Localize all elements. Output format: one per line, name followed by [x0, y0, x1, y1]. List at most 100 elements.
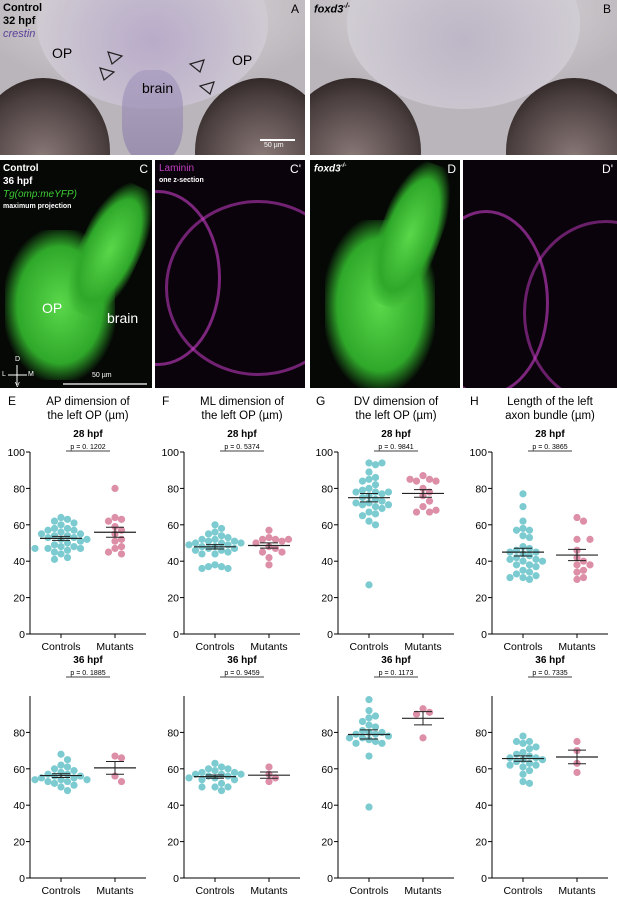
mutant-point — [111, 544, 119, 553]
x-tick-label: Controls — [41, 641, 80, 653]
mutant-point — [265, 533, 273, 542]
control-point — [525, 575, 534, 583]
y-tick-label: 80 — [13, 727, 25, 739]
x-tick-label: Mutants — [250, 885, 287, 897]
mutant-point — [573, 568, 581, 576]
control-point — [211, 759, 219, 767]
mutant-point — [579, 573, 588, 582]
control-point — [519, 732, 527, 740]
control-point — [519, 532, 527, 540]
mutant-point — [278, 548, 286, 556]
control-point — [230, 768, 239, 777]
control-point — [57, 543, 65, 551]
y-tick-label: 80 — [475, 483, 487, 495]
control-point — [371, 481, 380, 489]
y-tick-label: 40 — [475, 556, 487, 568]
y-tick-label: 60 — [475, 520, 487, 532]
control-point — [365, 714, 373, 722]
control-point — [50, 548, 59, 556]
y-tick-label: 20 — [13, 593, 25, 605]
y-tick-label: 80 — [13, 483, 25, 495]
p-value: p = 0. 5374 — [224, 444, 259, 451]
control-point — [76, 537, 85, 545]
mutant-point — [117, 754, 126, 762]
panel-c-prime-laminin: Laminin one z-section C' — [155, 160, 305, 388]
control-point — [198, 768, 206, 777]
panel-a-letter: A — [290, 2, 299, 16]
control-point — [365, 721, 373, 729]
panel-letter: E — [8, 394, 16, 408]
mutant-point — [412, 508, 421, 516]
y-tick-label: 0 — [327, 629, 333, 641]
y-tick-label: 60 — [321, 520, 333, 532]
control-point — [371, 521, 380, 529]
mutant-point — [579, 566, 588, 574]
control-point — [519, 566, 527, 574]
control-point — [44, 777, 52, 786]
control-point — [198, 776, 206, 784]
y-tick-label: 60 — [13, 520, 25, 532]
control-point — [230, 776, 239, 784]
control-point — [198, 564, 206, 573]
control-point — [512, 561, 521, 569]
chart-title-line1: AP dimension of — [46, 396, 130, 408]
control-point — [519, 748, 527, 757]
control-point — [70, 526, 78, 534]
control-point — [57, 768, 65, 777]
panel-b-genotype: foxd3-/- — [314, 3, 350, 16]
panel-d-genotype: foxd3-/- — [314, 163, 346, 174]
panel-a-brightfield: Control 32 hpf crestin A OP OP brain 50 … — [0, 0, 305, 155]
control-point — [204, 537, 213, 545]
panel-c-transgene: Tg(omp:meYFP) — [3, 189, 77, 200]
control-point — [217, 539, 226, 547]
control-point — [57, 521, 65, 529]
control-point — [371, 510, 380, 518]
control-point — [371, 723, 380, 731]
panel-d-letter: D — [447, 162, 456, 176]
control-point — [365, 517, 373, 525]
control-point — [378, 490, 386, 498]
control-point — [358, 501, 367, 509]
control-point — [63, 553, 72, 562]
mutant-point — [573, 768, 581, 777]
control-point — [525, 779, 534, 787]
mutant-point — [117, 543, 126, 551]
chart-title-line1: Length of the left — [507, 396, 593, 408]
mutant-point — [265, 561, 273, 569]
control-point — [31, 776, 39, 784]
x-tick-label: Controls — [503, 885, 542, 897]
control-point — [358, 512, 367, 520]
mutant-point — [278, 537, 286, 545]
control-point — [352, 739, 360, 747]
y-tick-label: 40 — [167, 800, 179, 812]
y-tick-label: 80 — [321, 727, 333, 739]
mutant-point — [425, 497, 434, 505]
panel-c-letter: C — [139, 162, 148, 176]
p-value: p = 0. 1885 — [70, 670, 105, 677]
control-point — [371, 473, 380, 482]
control-point — [217, 563, 226, 571]
control-point — [63, 532, 72, 540]
control-point — [230, 544, 239, 553]
mutant-point — [111, 752, 119, 760]
control-point — [538, 756, 547, 764]
control-point — [538, 557, 547, 565]
y-tick-label: 20 — [167, 593, 179, 605]
chart-title-line1: DV dimension of — [354, 396, 439, 408]
op-left-label: OP — [52, 45, 73, 61]
x-tick-label: Mutants — [96, 885, 133, 897]
control-point — [50, 779, 59, 787]
y-tick-label: 40 — [167, 556, 179, 568]
control-point — [198, 550, 206, 558]
control-point — [198, 783, 206, 791]
mutant-point — [573, 513, 581, 522]
control-point — [217, 779, 226, 787]
mutant-point — [111, 513, 119, 522]
genotype-text: foxd3 — [314, 163, 341, 175]
control-point — [217, 763, 226, 771]
control-point — [83, 535, 91, 543]
control-point — [532, 761, 540, 769]
y-tick-label: 0 — [19, 873, 25, 885]
mutant-point — [117, 515, 126, 523]
